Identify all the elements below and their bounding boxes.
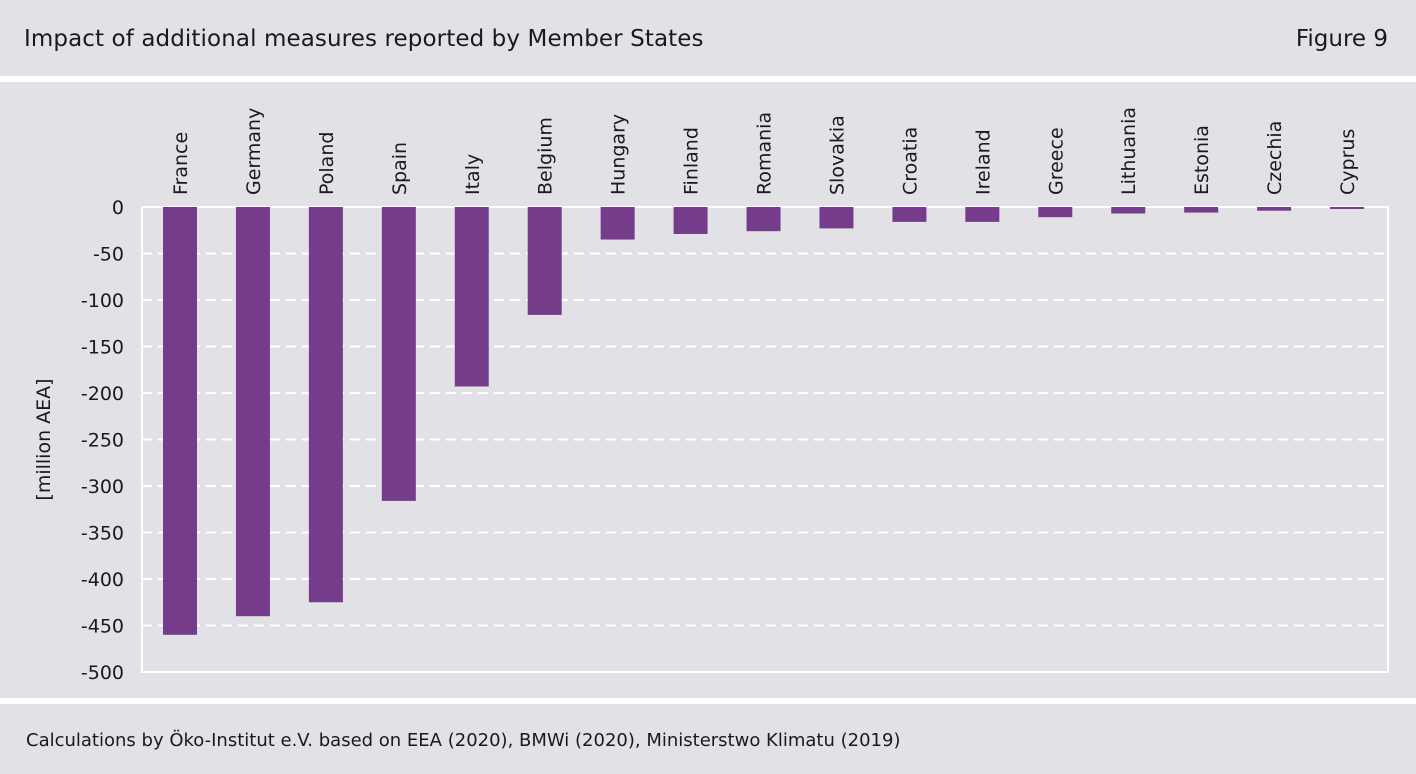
bar-czechia: [1257, 207, 1292, 211]
y-tick-label: -400: [81, 569, 124, 591]
bar-greece: [1038, 207, 1073, 218]
bar-spain: [381, 207, 416, 501]
bar-romania: [746, 207, 781, 232]
figure-header: Impact of additional measures reported b…: [0, 0, 1416, 76]
figure-title: Impact of additional measures reported b…: [24, 26, 704, 52]
y-axis-label: [million AEA]: [33, 378, 55, 500]
y-tick-label: 0: [112, 197, 124, 219]
chart-panel: 0 -50 -100 -150 -200 -250 -300 -350 -400 -450 -500…: [0, 82, 1416, 698]
category-label: Belgium: [535, 117, 557, 195]
y-tick-label: -350: [81, 523, 124, 545]
category-label: Romania: [754, 112, 776, 195]
y-tick-label: -250: [81, 430, 124, 452]
category-label: Germany: [243, 108, 265, 195]
y-tick-label: -100: [81, 290, 124, 312]
bar-france: [163, 207, 197, 635]
bar-ireland: [965, 207, 1000, 222]
bar-lithuania: [1111, 207, 1146, 214]
y-tick-label: -500: [81, 662, 124, 684]
y-tick-label: -300: [81, 476, 124, 498]
figure-footer: Calculations by Öko-Institut e.V. based …: [0, 704, 1416, 774]
category-label: Finland: [681, 127, 703, 195]
bar-chart: 0 -50 -100 -150 -200 -250 -300 -350 -400 -450 -500…: [33, 107, 1389, 684]
bar-cyprus: [1330, 207, 1365, 209]
category-label: Croatia: [899, 127, 921, 195]
category-label: Czechia: [1264, 121, 1286, 195]
y-tick-label: -150: [81, 337, 124, 359]
category-label: Poland: [316, 132, 338, 195]
category-label: Lithuania: [1118, 107, 1140, 195]
bar-hungary: [600, 207, 635, 240]
bar-slovakia: [819, 207, 854, 229]
y-tick-label: -200: [81, 383, 124, 405]
bar-finland: [673, 207, 708, 234]
bar-croatia: [892, 207, 927, 222]
source-note: Calculations by Öko-Institut e.V. based …: [26, 730, 901, 751]
bar-estonia: [1184, 207, 1219, 213]
category-label: Greece: [1045, 127, 1067, 195]
figure-number: Figure 9: [1295, 26, 1388, 52]
category-label: Ireland: [972, 129, 994, 195]
category-label: Italy: [462, 154, 484, 195]
bar-poland: [308, 207, 343, 603]
category-label: Spain: [389, 142, 411, 195]
bar-belgium: [527, 207, 562, 315]
category-label: France: [170, 132, 192, 195]
y-tick-label: -450: [81, 616, 124, 638]
category-label: Estonia: [1191, 125, 1213, 195]
category-label: Cyprus: [1337, 129, 1359, 195]
y-tick-label: -50: [93, 244, 124, 266]
bar-italy: [454, 207, 489, 387]
bar-germany: [235, 207, 270, 617]
category-label: Slovakia: [826, 115, 848, 195]
category-label: Hungary: [608, 114, 630, 195]
